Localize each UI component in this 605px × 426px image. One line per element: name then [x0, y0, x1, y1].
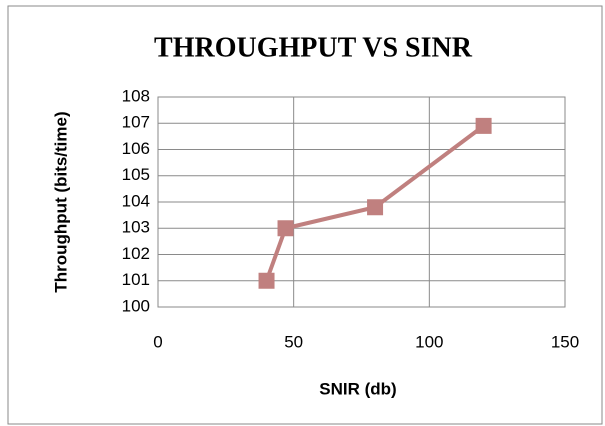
- x-axis-label: SNIR (db): [319, 379, 396, 398]
- y-tick-label: 100: [122, 296, 150, 315]
- y-tick-label: 107: [122, 113, 150, 132]
- x-tick-label: 50: [284, 332, 303, 351]
- y-tick-label: 106: [122, 139, 150, 158]
- y-tick-label: 101: [122, 270, 150, 289]
- point-marker: [475, 117, 492, 134]
- point-marker: [258, 272, 275, 289]
- chart-title: THROUGHPUT VS SINR: [154, 32, 473, 63]
- y-tick-label: 104: [122, 191, 150, 210]
- series-line: [264, 124, 485, 282]
- y-tick-label: 103: [122, 218, 150, 237]
- x-tick-label: 0: [153, 332, 162, 351]
- x-tick-label: 150: [551, 332, 579, 351]
- x-tick-label: 100: [415, 332, 443, 351]
- y-tick-label: 105: [122, 165, 150, 184]
- y-tick-label: 102: [122, 244, 150, 263]
- point-marker: [367, 199, 384, 216]
- plot-area: [157, 96, 566, 308]
- chart-frame: [7, 5, 603, 425]
- y-axis-label: Throughput (bits/time): [51, 111, 70, 292]
- point-marker: [277, 220, 294, 237]
- y-tick-label: 108: [122, 86, 150, 105]
